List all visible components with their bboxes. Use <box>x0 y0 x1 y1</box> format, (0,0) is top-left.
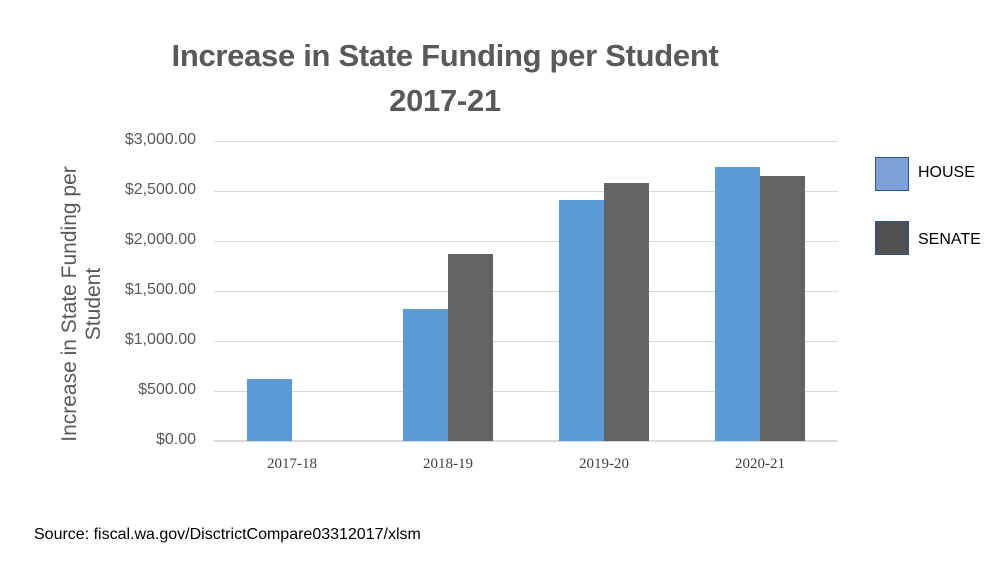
chart-title-line-2: 2017-21 <box>389 83 501 118</box>
bar-senate-2018-19 <box>448 254 493 441</box>
gridline <box>214 241 838 242</box>
source-note: Source: fiscal.wa.gov/DisctrictCompare03… <box>34 526 421 543</box>
bar-house-2017-18 <box>247 379 292 441</box>
gridline <box>214 391 838 392</box>
bar-senate-2019-20 <box>604 183 649 441</box>
legend-label-house: HOUSE <box>918 164 975 181</box>
y-tick-label: $3,000.00 <box>124 131 196 148</box>
y-tick-label: $500.00 <box>138 381 196 398</box>
x-tick-label: 2020-21 <box>735 456 785 472</box>
legend-label-senate: SENATE <box>918 231 981 248</box>
x-tick-label: 2017-18 <box>267 456 317 472</box>
bar-senate-2020-21 <box>760 176 805 441</box>
bar-house-2019-20 <box>559 200 604 441</box>
bar-house-2018-19 <box>403 309 448 441</box>
bar-house-2020-21 <box>715 167 760 441</box>
y-axis-label-line-2: Student <box>82 267 105 341</box>
legend-swatch-senate <box>875 221 909 255</box>
y-tick-label: $1,500.00 <box>124 281 196 298</box>
gridline <box>214 191 838 192</box>
y-axis-label: Increase in State Funding per Student <box>58 154 106 454</box>
y-tick-label: $0.00 <box>155 431 196 448</box>
legend-swatch-house <box>875 157 909 191</box>
gridline <box>214 141 838 142</box>
y-tick-label: $1,000.00 <box>124 331 196 348</box>
gridline <box>214 291 838 292</box>
chart-title-line-1: Increase in State Funding per Student <box>171 38 719 73</box>
y-axis-label-line-1: Increase in State Funding per <box>58 166 81 442</box>
gridline <box>214 341 838 342</box>
x-axis-line <box>214 440 838 442</box>
y-tick-label: $2,000.00 <box>124 231 196 248</box>
x-tick-label: 2019-20 <box>579 456 629 472</box>
y-tick-label: $2,500.00 <box>124 181 196 198</box>
x-tick-label: 2018-19 <box>423 456 473 472</box>
